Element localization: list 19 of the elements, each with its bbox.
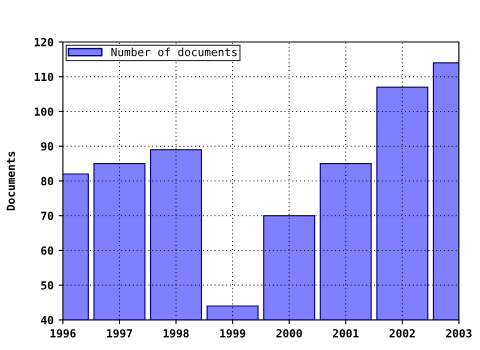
x-tick-label: 1996 bbox=[50, 329, 76, 338]
x-tick-label: 2003 bbox=[446, 329, 472, 338]
x-tick-label: 2002 bbox=[390, 329, 415, 338]
y-tick-label: 120 bbox=[34, 38, 54, 46]
x-tick-label: 2001 bbox=[332, 329, 359, 338]
legend-label: Number of documents bbox=[111, 48, 237, 56]
x-tick-label: 1997 bbox=[107, 329, 132, 338]
y-tick-label: 50 bbox=[41, 281, 54, 290]
y-tick-label: 110 bbox=[34, 72, 54, 82]
y-tick-label: 60 bbox=[41, 246, 54, 255]
y-tick-label: 100 bbox=[34, 107, 54, 116]
x-tick-label: 1999 bbox=[220, 329, 246, 338]
y-tick-label: 40 bbox=[41, 316, 54, 324]
y-axis-title: Documents bbox=[6, 152, 15, 210]
x-tick-label: 1998 bbox=[164, 329, 189, 338]
y-tick-label: 90 bbox=[41, 142, 54, 151]
x-tick-label: 2000 bbox=[276, 329, 302, 338]
y-tick-label: 80 bbox=[41, 176, 54, 186]
y-tick-label: 70 bbox=[41, 212, 54, 220]
